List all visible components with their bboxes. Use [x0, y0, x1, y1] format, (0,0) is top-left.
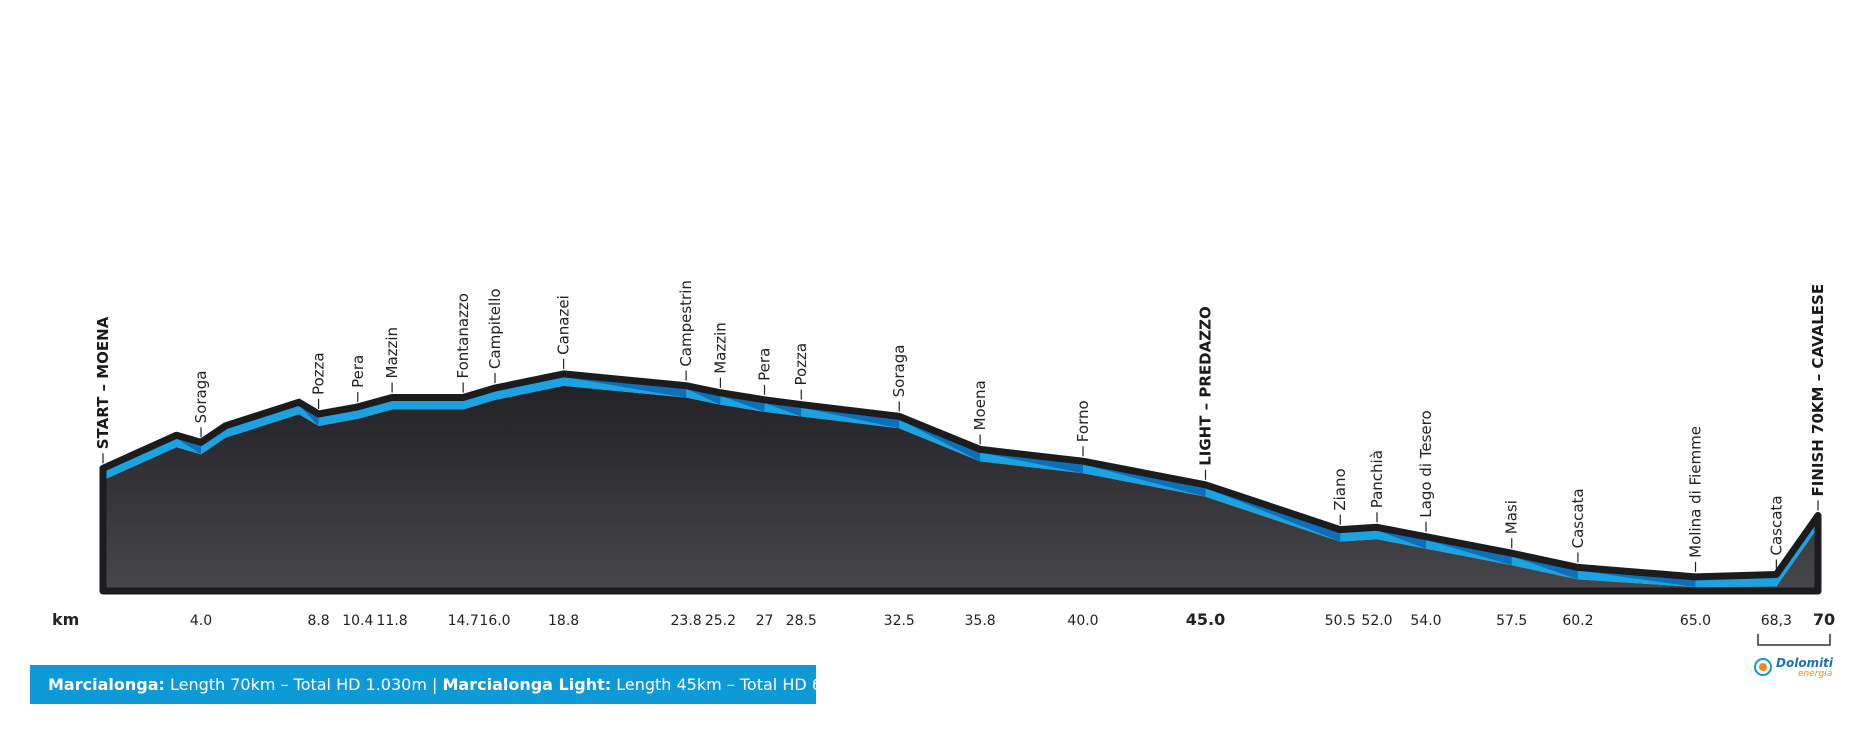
- place-label: Campestrin: [677, 280, 695, 367]
- place-label: Ziano: [1331, 468, 1349, 510]
- sponsor-name: Dolomiti: [1776, 656, 1834, 670]
- km-tick-label: 4.0: [190, 613, 212, 629]
- slope-band-dark: [176, 438, 201, 455]
- km-tick-label: 65.0: [1680, 613, 1711, 629]
- terrain-area: [99, 370, 1822, 595]
- slope-band-dark: [1426, 539, 1512, 566]
- slope-band-dark: [801, 407, 900, 429]
- slope-band-dark: [899, 419, 981, 462]
- km-tick-label: 23.8: [671, 613, 702, 629]
- light-route-desc: Length 45km – Total HD 624m: [616, 675, 816, 694]
- slope-band-dark: [1205, 487, 1341, 542]
- place-label: Mazzin: [383, 327, 401, 379]
- place-labels: START – MOENA Soraga Pozza Pera Mazzin Fontan…: [94, 280, 1827, 572]
- slope-band-dark: [1511, 556, 1578, 580]
- place-label: Soraga: [192, 371, 210, 424]
- place-label: Mazzin: [711, 322, 729, 374]
- slope-band-dark: [299, 405, 319, 426]
- place-label: Lago di Tesero: [1417, 410, 1435, 517]
- km-tick-label: 18.8: [548, 613, 579, 629]
- km-tick-label: 28.5: [786, 613, 817, 629]
- km-tick-label: 68,3: [1761, 613, 1792, 629]
- light-route-name: Marcialonga Light:: [442, 675, 612, 694]
- km-tick-label: 8.8: [307, 613, 329, 629]
- place-label: Pera: [756, 348, 774, 381]
- place-label: Fontanazzo: [454, 293, 472, 378]
- place-label: Pozza: [792, 343, 810, 386]
- km-tick-label: 45.0: [1186, 610, 1225, 629]
- route-summary-banner: Marcialonga: Length 70km – Total HD 1.03…: [30, 665, 816, 704]
- km-tick-label: 16.0: [479, 613, 510, 629]
- total-distance-label: 70: [1813, 610, 1835, 629]
- place-label: Moena: [971, 380, 989, 430]
- km-tick-label: 60.2: [1562, 613, 1593, 629]
- km-tick-label: 14.7: [448, 613, 479, 629]
- x-axis-label: km: [52, 610, 79, 629]
- km-tick-label: 10.4: [342, 613, 373, 629]
- slope-band-dark: [1083, 464, 1206, 497]
- km-tick-label: 50.5: [1325, 613, 1356, 629]
- main-route-desc: Length 70km – Total HD 1.030m |: [164, 675, 443, 694]
- km-tick-label: 25.2: [705, 613, 736, 629]
- final-segment-bracket: [1757, 634, 1831, 646]
- place-label: FINISH 70KM – CAVALESE: [1809, 284, 1827, 497]
- km-tick-label: 32.5: [884, 613, 915, 629]
- slope-band-dark: [720, 395, 765, 412]
- km-tick-label: 27: [756, 613, 774, 629]
- place-label: Panchià: [1368, 450, 1386, 508]
- slope-band-dark: [563, 376, 687, 398]
- place-label: Masi: [1503, 500, 1521, 534]
- km-tick-label: 52.0: [1361, 613, 1392, 629]
- terrain-body: [103, 385, 1818, 591]
- sponsor-logo: Dolomiti energia: [1754, 656, 1849, 686]
- km-tick-label: 40.0: [1067, 613, 1098, 629]
- profile-outline: [99, 370, 1822, 595]
- place-label: START – MOENA: [94, 316, 112, 449]
- place-label: Canazei: [555, 295, 573, 355]
- sponsor-mark-icon: [1754, 658, 1772, 676]
- km-tick-label: 54.0: [1410, 613, 1441, 629]
- place-label: Forno: [1074, 400, 1092, 442]
- km-tick-label: 35.8: [965, 613, 996, 629]
- place-label: Molina di Fiemme: [1687, 426, 1705, 558]
- place-label: Pozza: [310, 352, 328, 395]
- place-label: Cascata: [1767, 495, 1785, 555]
- slope-band-dark: [686, 388, 721, 405]
- place-label: Soraga: [890, 345, 908, 398]
- main-route-name: Marcialonga:: [48, 675, 165, 694]
- slope-band-dark: [1577, 570, 1696, 587]
- km-tick-label: 57.5: [1496, 613, 1527, 629]
- place-label: Cascata: [1569, 488, 1587, 548]
- place-label: Campitello: [486, 288, 504, 369]
- place-label: Pera: [349, 355, 367, 388]
- km-tick-label: 11.8: [377, 613, 408, 629]
- place-label: LIGHT – PREDAZZO: [1197, 306, 1215, 466]
- slope-band-dark: [764, 402, 802, 417]
- slope-band-dark: [980, 452, 1083, 474]
- sponsor-subtitle: energia: [1798, 669, 1833, 679]
- slope-band-dark: [1377, 530, 1426, 549]
- km-tick-labels: 4.0 8.8 10.4 11.8 14.7 16.0 18.8 23.8 25.2 27 28.5…: [190, 610, 1792, 629]
